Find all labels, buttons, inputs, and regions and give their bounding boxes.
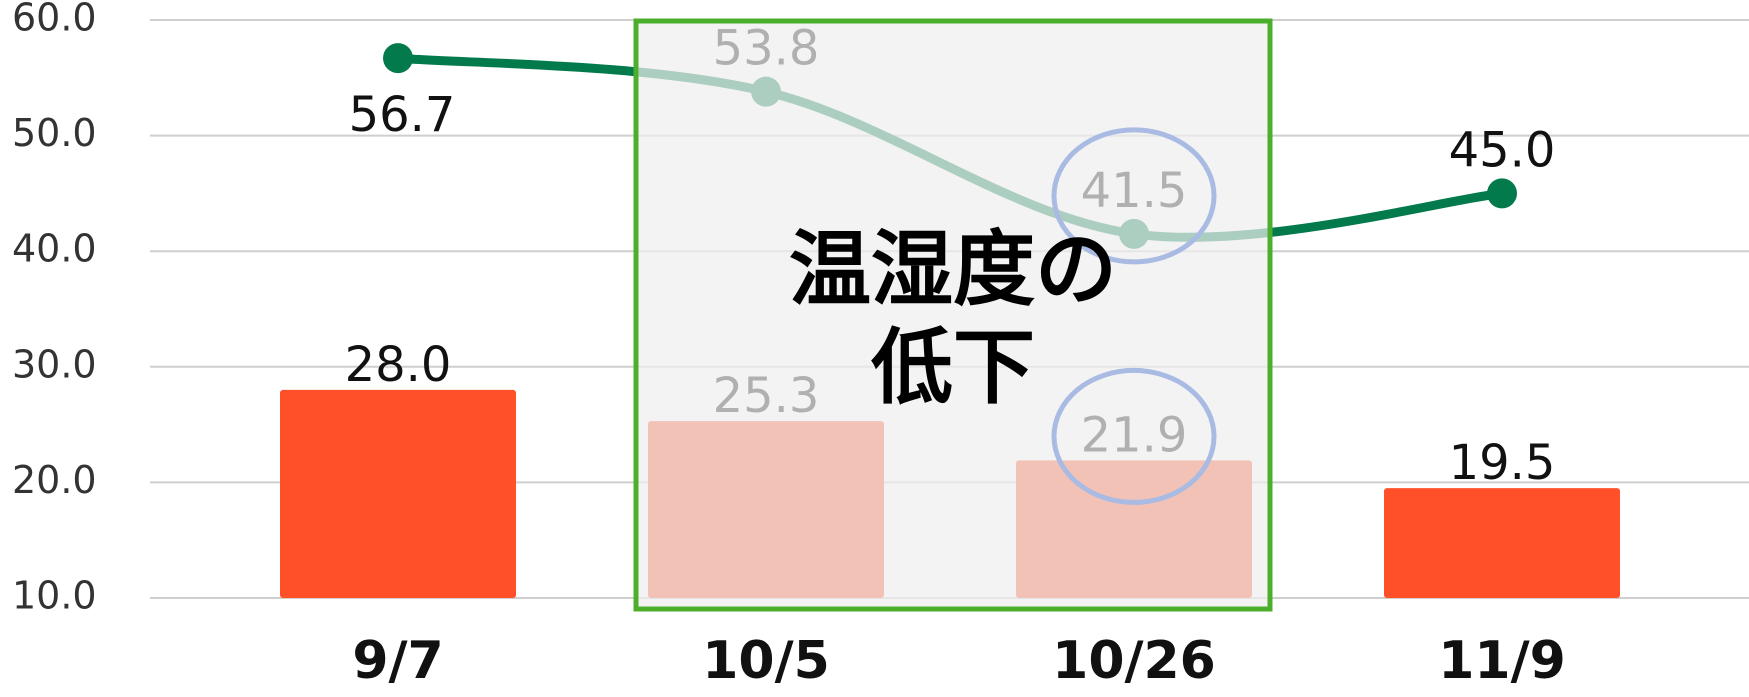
x-tick-label: 9/7 xyxy=(352,631,443,691)
x-tick-label: 10/5 xyxy=(702,631,830,691)
highlight-circle xyxy=(1051,367,1217,505)
bar-value-label: 28.0 xyxy=(345,337,452,393)
bar xyxy=(1384,488,1620,598)
annotation: 低下 xyxy=(871,320,1035,415)
y-tick-label: 40.0 xyxy=(12,227,97,271)
y-tick-label: 60.0 xyxy=(12,0,97,40)
highlight-circle xyxy=(1051,127,1217,265)
bar-value-label: 19.5 xyxy=(1449,435,1556,491)
line-value-label: 56.7 xyxy=(349,87,456,143)
line-point xyxy=(1487,178,1517,209)
y-tick-label: 10.0 xyxy=(12,574,97,618)
bar xyxy=(280,389,516,598)
annotation: 温湿度の xyxy=(789,222,1117,317)
x-tick-label: 10/26 xyxy=(1052,631,1216,691)
highlight-box xyxy=(633,18,1273,612)
y-tick-label: 30.0 xyxy=(12,342,97,386)
line-point xyxy=(383,43,413,74)
y-tick-label: 50.0 xyxy=(12,111,97,155)
y-tick-label: 20.0 xyxy=(12,458,97,502)
x-tick-label: 11/9 xyxy=(1438,631,1566,691)
line-value-label: 45.0 xyxy=(1449,122,1556,178)
